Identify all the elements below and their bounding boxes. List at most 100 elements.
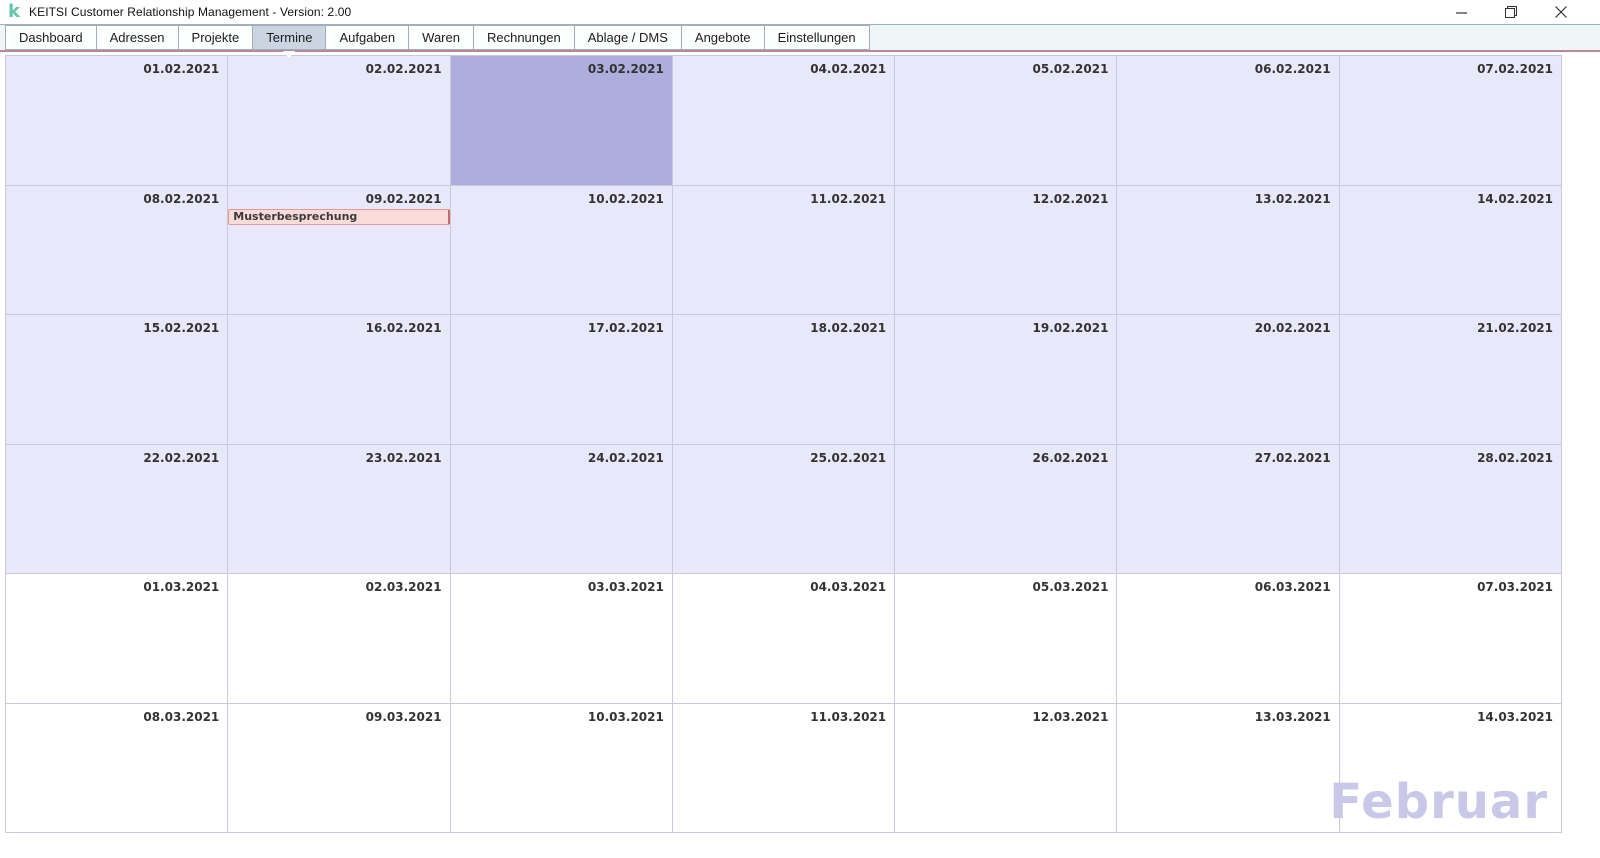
cell-date: 26.02.2021: [1032, 450, 1109, 465]
cell-date: 22.02.2021: [143, 450, 220, 465]
cell-date: 16.02.2021: [365, 321, 442, 335]
calendar-cell[interactable]: 14.02.2021: [1339, 185, 1562, 315]
tab-strip: Dashboard Adressen Projekte Termine Aufgaben…: [0, 24, 1600, 52]
cell-date: 24.02.2021: [587, 450, 664, 465]
cell-date: 08.02.2021: [143, 191, 220, 206]
cell-date: 07.03.2021: [1477, 580, 1553, 594]
calendar-cell[interactable]: 26.02.2021: [895, 444, 1118, 574]
cell-date: 27.02.2021: [1254, 450, 1331, 465]
calendar-cell[interactable]: 13.02.2021: [1117, 185, 1340, 315]
cell-date: 02.02.2021: [365, 62, 442, 76]
cell-date: 01.03.2021: [143, 580, 220, 594]
cell-date: 06.03.2021: [1254, 580, 1331, 594]
cell-date: 04.02.2021: [810, 62, 887, 76]
calendar-cell[interactable]: 09.02.2021 Musterbesprechung: [228, 185, 451, 315]
cell-date: 03.03.2021: [587, 580, 664, 594]
title-bar: k KEITSI Customer Relationship Managemen…: [0, 0, 1600, 24]
cell-date: 03.02.2021: [587, 62, 664, 76]
calendar-cell[interactable]: 18.02.2021: [672, 315, 896, 445]
cell-date: 10.02.2021: [587, 191, 664, 206]
calendar-cell[interactable]: 17.02.2021: [450, 315, 673, 445]
cell-date: 19.02.2021: [1032, 321, 1109, 335]
close-icon: [1555, 6, 1567, 18]
cell-date: 09.02.2021: [365, 191, 442, 206]
calendar-cell[interactable]: 03.03.2021: [450, 574, 673, 704]
calendar-cell[interactable]: 05.03.2021: [895, 574, 1118, 704]
app-logo-icon: k: [8, 1, 20, 22]
calendar-cell[interactable]: 06.02.2021: [1117, 56, 1340, 186]
cell-date: 05.02.2021: [1032, 62, 1109, 76]
calendar-cell[interactable]: 20.02.2021: [1117, 315, 1340, 445]
tab-einstellungen[interactable]: Einstellungen: [763, 25, 870, 50]
calendar-cell[interactable]: 19.02.2021: [895, 315, 1118, 445]
minimize-icon: [1455, 11, 1467, 14]
calendar-cell[interactable]: 21.02.2021: [1339, 315, 1562, 445]
calendar-cell[interactable]: 04.02.2021: [672, 56, 896, 186]
cell-date: 05.03.2021: [1032, 580, 1109, 594]
calendar-cell[interactable]: 14.03.2021: [1339, 703, 1562, 833]
cell-date: 11.03.2021: [810, 709, 887, 724]
cell-date: 12.03.2021: [1032, 709, 1109, 724]
calendar-cell[interactable]: 13.03.2021: [1117, 703, 1340, 833]
cell-date: 20.02.2021: [1254, 321, 1331, 335]
window-controls: [1436, 0, 1586, 24]
calendar-cell[interactable]: 16.02.2021: [228, 315, 451, 445]
tab-adressen[interactable]: Adressen: [95, 25, 179, 50]
calendar-cell[interactable]: 27.02.2021: [1117, 444, 1340, 574]
cell-date: 07.02.2021: [1477, 62, 1553, 76]
calendar-cell[interactable]: 10.03.2021: [450, 703, 673, 833]
calendar-cell[interactable]: 28.02.2021: [1339, 444, 1562, 574]
cell-date: 06.02.2021: [1254, 62, 1331, 76]
calendar-cell[interactable]: 22.02.2021: [6, 444, 229, 574]
cell-date: 14.03.2021: [1477, 709, 1553, 724]
cell-date: 28.02.2021: [1477, 450, 1553, 465]
calendar-cell[interactable]: 25.02.2021: [672, 444, 896, 574]
calendar-cell[interactable]: 02.03.2021: [228, 574, 451, 704]
cell-date: 14.02.2021: [1477, 191, 1553, 206]
cell-date: 25.02.2021: [810, 450, 887, 465]
cell-date: 13.03.2021: [1254, 709, 1331, 724]
calendar-cell[interactable]: 03.02.2021: [450, 56, 673, 186]
calendar-cell[interactable]: 02.02.2021: [228, 56, 451, 186]
calendar-cell[interactable]: 24.02.2021: [450, 444, 673, 574]
calendar-cell[interactable]: 06.03.2021: [1117, 574, 1340, 704]
calendar-cell[interactable]: 01.02.2021: [6, 56, 229, 186]
tab-aufgaben[interactable]: Aufgaben: [325, 25, 410, 50]
calendar-cell[interactable]: 07.03.2021: [1339, 574, 1562, 704]
tab-termine[interactable]: Termine: [252, 25, 327, 50]
calendar-cell[interactable]: 12.02.2021: [895, 185, 1118, 315]
minimize-button[interactable]: [1436, 0, 1486, 24]
cell-date: 15.02.2021: [143, 321, 220, 335]
calendar-cell[interactable]: 23.02.2021: [228, 444, 451, 574]
tab-angebote[interactable]: Angebote: [680, 25, 765, 50]
cell-date: 09.03.2021: [365, 709, 442, 724]
calendar-cell[interactable]: 09.03.2021: [228, 703, 451, 833]
restore-button[interactable]: [1486, 0, 1536, 24]
tab-ablage-dms[interactable]: Ablage / DMS: [573, 25, 682, 50]
calendar-cell[interactable]: 08.02.2021: [6, 185, 229, 315]
cell-date: 21.02.2021: [1477, 321, 1553, 335]
cell-date: 23.02.2021: [365, 450, 442, 465]
cell-date: 11.02.2021: [810, 191, 887, 206]
cell-date: 18.02.2021: [810, 321, 887, 335]
cell-date: 08.03.2021: [143, 709, 220, 724]
calendar-cell[interactable]: 08.03.2021: [6, 703, 229, 833]
calendar-cell[interactable]: 15.02.2021: [6, 315, 229, 445]
close-button[interactable]: [1536, 0, 1586, 24]
calendar-cell[interactable]: 07.02.2021: [1339, 56, 1562, 186]
tab-projekte[interactable]: Projekte: [177, 25, 254, 50]
calendar-cell[interactable]: 10.02.2021: [450, 185, 673, 315]
event-item[interactable]: Musterbesprechung: [228, 208, 450, 225]
calendar-cell[interactable]: 04.03.2021: [672, 574, 896, 704]
calendar-cell[interactable]: 05.02.2021: [895, 56, 1118, 186]
cell-date: 04.03.2021: [810, 580, 887, 594]
tab-rechnungen[interactable]: Rechnungen: [472, 25, 575, 50]
calendar-cell[interactable]: 12.03.2021: [895, 703, 1118, 833]
calendar-cell[interactable]: 11.03.2021: [672, 703, 896, 833]
tab-waren[interactable]: Waren: [408, 25, 474, 50]
cell-date: 10.03.2021: [587, 709, 664, 724]
cell-date: 13.02.2021: [1254, 191, 1331, 206]
calendar-cell[interactable]: 11.02.2021: [672, 185, 896, 315]
tab-dashboard[interactable]: Dashboard: [5, 25, 97, 50]
calendar-cell[interactable]: 01.03.2021: [6, 574, 229, 704]
